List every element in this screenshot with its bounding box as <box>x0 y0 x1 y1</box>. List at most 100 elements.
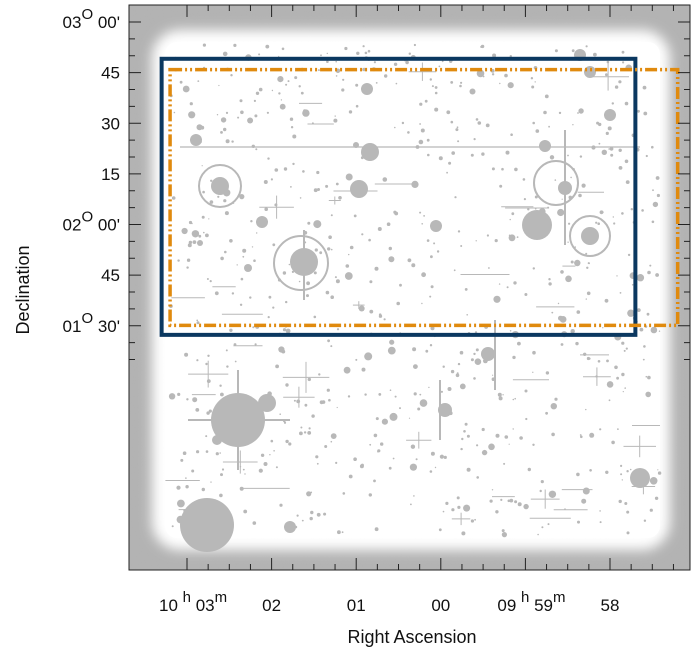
faint-source <box>318 373 321 376</box>
faint-source <box>649 508 653 512</box>
faint-source <box>464 288 468 291</box>
faint-source <box>554 397 558 401</box>
faint-source <box>532 443 535 446</box>
faint-source <box>291 270 294 273</box>
faint-source <box>278 92 281 95</box>
y-axis-label: Declination <box>13 245 33 334</box>
x-tick-label-sexagesimal: 10 h 03m <box>159 589 227 615</box>
faint-source <box>335 60 338 63</box>
faint-source <box>264 207 269 211</box>
faint-source <box>532 350 536 355</box>
faint-source <box>457 362 461 366</box>
faint-source <box>652 201 659 208</box>
faint-source <box>316 170 320 175</box>
faint-source <box>236 264 238 266</box>
faint-source <box>442 510 445 513</box>
faint-source <box>619 292 622 294</box>
faint-source <box>579 434 582 436</box>
faint-source <box>342 78 345 81</box>
faint-source <box>364 352 373 361</box>
faint-source <box>206 379 211 383</box>
faint-source <box>434 91 438 95</box>
faint-source <box>641 209 644 212</box>
faint-source <box>507 499 511 503</box>
faint-source <box>230 74 233 77</box>
faint-source <box>401 121 405 125</box>
faint-source <box>548 125 550 128</box>
faint-source <box>612 216 614 218</box>
faint-source <box>429 78 432 81</box>
faint-source <box>215 452 219 456</box>
faint-source <box>621 341 625 345</box>
faint-source <box>419 102 423 106</box>
faint-source <box>567 241 569 243</box>
faint-source <box>586 356 591 361</box>
faint-source <box>336 328 340 331</box>
faint-source <box>527 467 531 472</box>
faint-source <box>367 49 371 53</box>
faint-source <box>645 375 648 378</box>
faint-source <box>285 383 289 387</box>
faint-source <box>492 53 497 58</box>
faint-source <box>549 155 555 160</box>
faint-source <box>431 85 434 88</box>
solid-region-box <box>159 56 638 337</box>
faint-source <box>345 264 350 268</box>
faint-source <box>369 443 372 446</box>
faint-source <box>330 295 335 300</box>
faint-source <box>335 75 338 77</box>
bright-source <box>438 403 452 417</box>
faint-source <box>460 447 463 451</box>
faint-source <box>547 523 550 526</box>
faint-source <box>488 443 495 451</box>
faint-source <box>296 514 299 517</box>
faint-source <box>476 444 479 447</box>
faint-source <box>274 168 279 172</box>
faint-source <box>631 284 634 286</box>
faint-source <box>509 498 514 503</box>
y-tick-label: 45 <box>101 64 120 83</box>
faint-source <box>649 477 658 485</box>
faint-source <box>470 153 474 157</box>
faint-source <box>177 259 180 262</box>
bright-source <box>581 227 599 245</box>
faint-source <box>411 263 416 268</box>
faint-source <box>330 433 337 439</box>
faint-source <box>242 248 247 253</box>
faint-source <box>425 349 429 353</box>
bright-source <box>584 66 596 78</box>
faint-source <box>438 65 441 68</box>
faint-source <box>360 463 364 467</box>
faint-source <box>512 355 516 360</box>
faint-source <box>586 291 591 296</box>
faint-source <box>576 310 581 314</box>
faint-source <box>373 61 376 64</box>
faint-source <box>539 489 542 493</box>
faint-source <box>191 469 195 473</box>
faint-source <box>618 166 623 170</box>
faint-source <box>325 290 330 295</box>
faint-source <box>504 435 509 439</box>
faint-source <box>263 462 268 466</box>
faint-source <box>220 256 224 261</box>
faint-source <box>421 302 423 305</box>
faint-source <box>270 178 273 181</box>
faint-source <box>481 449 488 456</box>
faint-source <box>463 504 471 512</box>
faint-source <box>219 493 223 498</box>
y-tick-label-sexagesimal: 02O 00' <box>63 209 120 235</box>
faint-source <box>375 82 378 84</box>
faint-source <box>466 434 470 438</box>
faint-source <box>279 503 283 507</box>
faint-source <box>598 142 601 145</box>
faint-source <box>358 305 365 312</box>
bright-source <box>256 216 268 228</box>
faint-source <box>429 344 433 347</box>
x-tick-label: 58 <box>601 596 620 615</box>
faint-source <box>617 428 619 430</box>
faint-source <box>443 455 447 459</box>
faint-source <box>636 308 641 312</box>
faint-source <box>327 339 330 343</box>
faint-source <box>196 124 203 131</box>
faint-source <box>650 326 658 334</box>
